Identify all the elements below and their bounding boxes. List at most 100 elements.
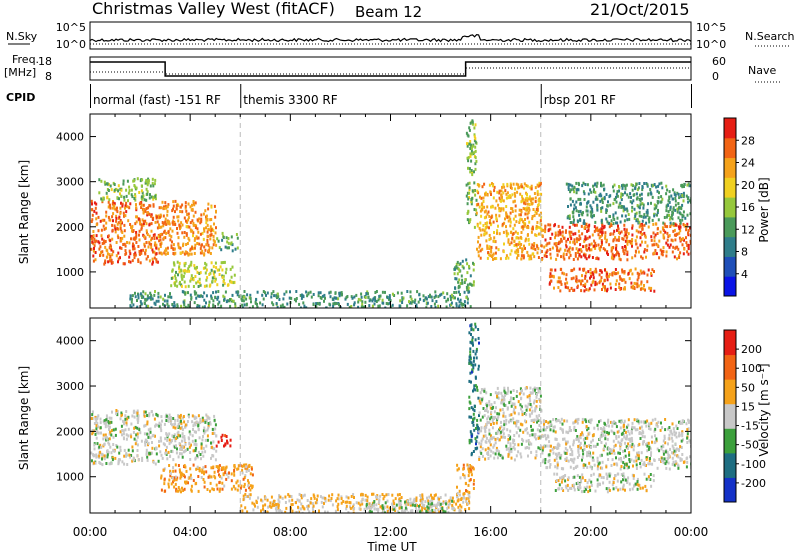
velocity-region — [215, 433, 232, 448]
nsky-line — [89, 33, 692, 43]
nsky-strip-frame — [89, 21, 692, 50]
freq-line — [90, 61, 691, 77]
x-tick-label: 12:00 — [373, 525, 408, 539]
velocity-cbar-swatch — [724, 379, 736, 405]
velocity-region — [160, 463, 254, 494]
nave-label: Nave — [748, 64, 776, 77]
power-ytick-label: 4000 — [56, 131, 84, 144]
x-tick-label: 00:00 — [674, 525, 709, 539]
velocity-cbar-tick-label: 15 — [741, 400, 755, 413]
power-cbar-swatch — [724, 177, 736, 198]
velocity-cbar-swatch — [724, 428, 736, 454]
velocity-cbar-tick-label: 100 — [741, 362, 762, 375]
power-region — [170, 260, 236, 289]
power-region — [540, 222, 691, 262]
power-cbar-swatch — [724, 197, 736, 218]
cpid-strip: normal (fast) -151 RF themis 3300 RF rbsp … — [90, 84, 692, 108]
site-title: Christmas Valley West (fitACF) — [92, 0, 335, 18]
x-tick-label: 04:00 — [173, 525, 208, 539]
power-cbar-tick-label: 24 — [741, 157, 755, 170]
velocity-cbar-swatch — [724, 354, 736, 380]
freq-trace — [90, 61, 691, 77]
velocity-ytick-label: 2000 — [56, 425, 84, 438]
freq-strip-frame — [89, 56, 692, 81]
x-tick-label: 00:00 — [73, 525, 108, 539]
nsearch-tick-top: 10^5 — [696, 21, 726, 34]
power-region — [453, 258, 475, 292]
nsky-label: N.Sky — [6, 30, 38, 43]
power-cbar-swatch — [724, 118, 736, 139]
velocity-cbar-swatch — [724, 477, 736, 503]
x-tick-label: 20:00 — [574, 525, 609, 539]
velocity-cbar-tick-label: 200 — [741, 343, 762, 356]
power-region — [565, 181, 691, 226]
velocity-data — [90, 322, 691, 513]
velocity-ytick-label: 3000 — [56, 380, 84, 393]
velocity-region — [456, 463, 475, 495]
power-cbar-tick-label: 16 — [741, 201, 755, 214]
velocity-cbar-frame — [723, 329, 737, 503]
nsky-tick-bottom: 10^0 — [56, 38, 86, 51]
power-cbar-tick-label: 8 — [741, 246, 748, 259]
power-panel: 1000 2000 3000 4000 — [56, 113, 692, 309]
velocity-region — [553, 472, 655, 494]
power-ytick-label: 2000 — [56, 221, 84, 234]
velocity-region — [478, 386, 543, 462]
freq-tick-top: 18 — [38, 55, 52, 68]
power-colorbar: 4 8 12 16 20 24 28 — [723, 117, 755, 297]
x-tick-label: 08:00 — [273, 525, 308, 539]
velocity-region — [468, 322, 480, 457]
velocity-region — [90, 409, 160, 467]
power-region — [216, 231, 239, 253]
power-cbar-tick-label: 4 — [741, 268, 748, 281]
nsky-tick-top: 10^5 — [56, 21, 86, 34]
power-cbar-label: Power [dB] — [757, 177, 771, 242]
freq-label-line1: Freq. — [12, 53, 39, 66]
x-tick-label: 16:00 — [473, 525, 508, 539]
cpid-segment-label: rbsp 201 RF — [544, 93, 616, 107]
velocity-cbar-label: Velocity [m s⁻¹] — [757, 363, 771, 456]
power-ylabel: Slant Range [km] — [17, 160, 31, 264]
cpid-segment-label: themis 3300 RF — [243, 93, 337, 107]
power-ytick-label: 1000 — [56, 266, 84, 279]
velocity-region — [158, 413, 218, 462]
velocity-cbar-swatch — [724, 330, 736, 356]
velocity-cbar-tick-label: -100 — [741, 458, 766, 471]
power-region — [129, 290, 472, 308]
velocity-cbar-tick-label: -200 — [741, 477, 766, 490]
x-axis-label: Time UT — [366, 540, 417, 554]
power-region — [157, 199, 218, 257]
velocity-region — [365, 499, 455, 513]
velocity-cbar-swatch — [724, 452, 736, 478]
nave-tick-top: 60 — [712, 55, 726, 68]
velocity-cbar-swatch — [724, 403, 736, 429]
power-cbar-tick-label: 12 — [741, 223, 755, 236]
power-region — [90, 199, 159, 266]
freq-tick-bottom: 8 — [45, 70, 52, 83]
nave-tick-bottom: 0 — [712, 70, 719, 83]
power-ytick-label: 3000 — [56, 176, 84, 189]
velocity-cbar-tick-label: -15 — [741, 420, 759, 433]
nsky-trace — [89, 33, 692, 45]
power-cbar-swatch — [724, 236, 736, 257]
power-region — [548, 267, 656, 293]
velocity-region — [541, 417, 691, 471]
power-cbar-swatch — [724, 137, 736, 159]
nave-line — [90, 67, 691, 75]
power-region — [475, 181, 543, 261]
power-region — [98, 177, 157, 203]
velocity-ytick-label: 1000 — [56, 471, 84, 484]
beam-label: Beam 12 — [355, 3, 422, 21]
power-cbar-swatch — [724, 157, 736, 178]
power-cbar-swatch — [724, 216, 736, 238]
velocity-cbar-tick-label: 50 — [741, 381, 755, 394]
nsearch-label: N.Search — [745, 30, 795, 43]
power-cbar-swatch — [724, 276, 736, 297]
velocity-cbar-tick-label: -50 — [741, 439, 759, 452]
cpid-label: CPID — [6, 91, 35, 104]
power-cbar-tick-label: 28 — [741, 134, 755, 147]
velocity-ytick-label: 4000 — [56, 335, 84, 348]
freq-label-line2: [MHz] — [4, 66, 36, 79]
power-cbar-swatch — [724, 256, 736, 277]
